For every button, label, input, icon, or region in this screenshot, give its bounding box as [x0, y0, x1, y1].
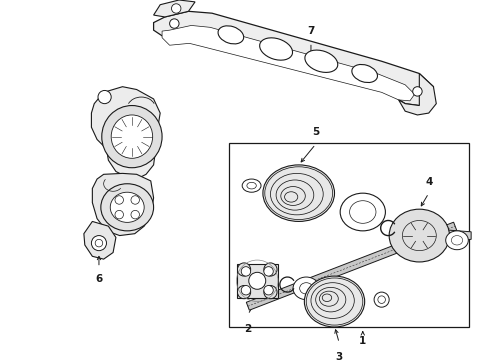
Circle shape	[238, 285, 251, 299]
Circle shape	[115, 196, 123, 204]
Circle shape	[92, 235, 106, 251]
Polygon shape	[162, 26, 415, 101]
Circle shape	[241, 267, 251, 276]
Polygon shape	[153, 11, 434, 105]
Ellipse shape	[446, 231, 468, 250]
Ellipse shape	[102, 105, 162, 168]
Text: 2: 2	[244, 324, 251, 334]
Ellipse shape	[352, 64, 377, 82]
Circle shape	[170, 19, 179, 28]
Text: 4: 4	[425, 176, 433, 186]
Circle shape	[264, 267, 273, 276]
Ellipse shape	[340, 193, 386, 231]
Ellipse shape	[111, 115, 153, 158]
Circle shape	[98, 90, 111, 104]
Polygon shape	[153, 0, 195, 17]
Circle shape	[241, 285, 251, 295]
Polygon shape	[92, 87, 160, 179]
Ellipse shape	[304, 276, 365, 327]
Circle shape	[131, 196, 140, 204]
Text: 7: 7	[307, 26, 315, 36]
Ellipse shape	[110, 192, 144, 222]
Ellipse shape	[305, 50, 338, 72]
Polygon shape	[237, 264, 278, 298]
Circle shape	[413, 87, 422, 96]
Circle shape	[131, 210, 140, 219]
Circle shape	[115, 210, 123, 219]
Circle shape	[238, 263, 251, 276]
Ellipse shape	[293, 277, 319, 300]
Ellipse shape	[101, 184, 153, 231]
Polygon shape	[84, 221, 116, 259]
Text: 3: 3	[336, 352, 343, 360]
Polygon shape	[246, 222, 457, 310]
Polygon shape	[446, 230, 471, 241]
Circle shape	[374, 292, 389, 307]
Circle shape	[172, 4, 181, 13]
Text: 1: 1	[359, 336, 367, 346]
Circle shape	[264, 263, 277, 276]
Ellipse shape	[218, 26, 244, 44]
Text: 5: 5	[312, 127, 319, 137]
Polygon shape	[92, 174, 153, 235]
Ellipse shape	[263, 165, 335, 221]
Ellipse shape	[389, 209, 449, 262]
Circle shape	[264, 285, 273, 295]
Circle shape	[249, 272, 266, 289]
Ellipse shape	[260, 38, 293, 60]
Circle shape	[264, 285, 277, 299]
Polygon shape	[398, 73, 436, 115]
Text: 6: 6	[96, 274, 102, 284]
Bar	[229, 143, 469, 327]
